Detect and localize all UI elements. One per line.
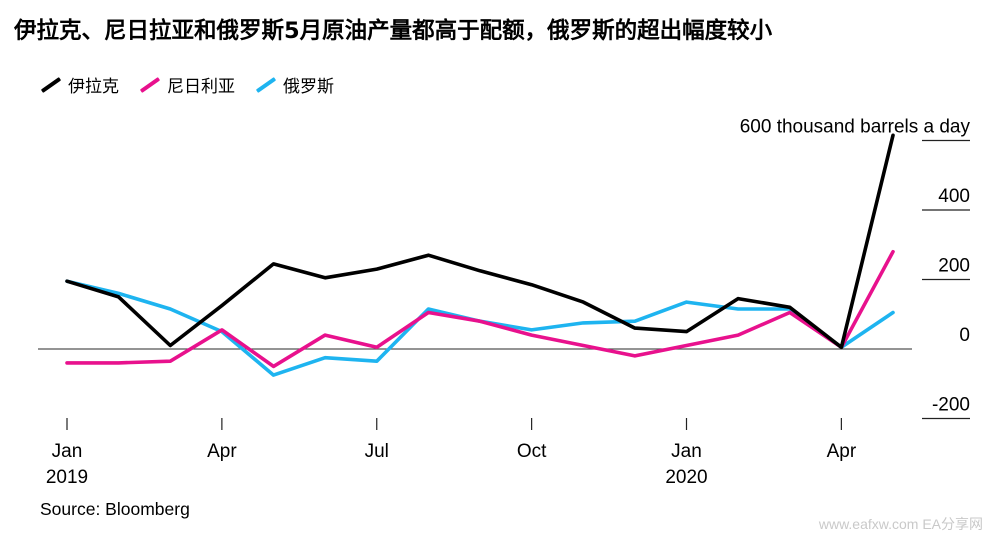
x-tick-label-2020-01: Jan bbox=[671, 441, 702, 462]
x-tick-year-2020-01: 2020 bbox=[665, 467, 707, 488]
y-tick-label--200: -200 bbox=[932, 395, 970, 416]
legend-label-iraq: 伊拉克 bbox=[68, 77, 119, 97]
x-tick-label-2019-07: Jul bbox=[365, 441, 389, 462]
source-note: Source: Bloomberg bbox=[40, 499, 190, 519]
series-line-iraq bbox=[65, 133, 895, 350]
legend-item-iraq: 伊拉克 bbox=[40, 72, 119, 97]
x-tick-label-2019-01: Jan bbox=[52, 441, 83, 462]
legend: 伊拉克 尼日利亚 俄罗斯 bbox=[40, 72, 334, 97]
legend-label-russia: 俄罗斯 bbox=[283, 77, 334, 97]
legend-label-nigeria: 尼日利亚 bbox=[167, 77, 235, 97]
x-tick-year-2019-01: 2019 bbox=[46, 467, 88, 488]
y-tick-label-600: 600 thousand barrels a day bbox=[740, 117, 971, 138]
chart-title: 伊拉克、尼日拉亚和俄罗斯5月原油产量都高于配额，俄罗斯的超出幅度较小 bbox=[14, 18, 773, 44]
x-tick-label-2019-10: Oct bbox=[517, 441, 547, 462]
legend-item-russia: 俄罗斯 bbox=[255, 72, 334, 97]
x-tick-label-2019-04: Apr bbox=[207, 441, 237, 462]
y-tick-label-400: 400 bbox=[938, 186, 970, 207]
legend-item-nigeria: 尼日利亚 bbox=[139, 72, 235, 97]
watermark: www.eafxw.com EA分享网 bbox=[818, 516, 983, 532]
y-tick-label-0: 0 bbox=[959, 325, 970, 346]
x-tick-label-2020-04: Apr bbox=[827, 441, 857, 462]
series-line-nigeria bbox=[65, 249, 895, 369]
y-tick-label-200: 200 bbox=[938, 256, 970, 277]
